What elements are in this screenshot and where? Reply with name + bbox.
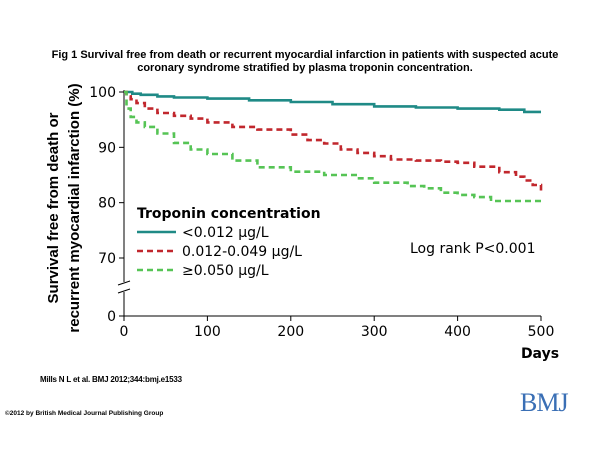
y-axis-label-group: Survival free from death or recurrent my… bbox=[45, 83, 83, 332]
x-tick-label: 400 bbox=[444, 324, 471, 340]
y-tick-label: 100 bbox=[89, 85, 116, 101]
axes: 0 70 80 90 100 0 100 200 300 400 500 bbox=[89, 85, 554, 340]
y-axis-label-line2: recurrent myocardial infarction (%) bbox=[66, 83, 83, 332]
y-tick-label: 0 bbox=[107, 309, 116, 325]
series-line-1 bbox=[124, 90, 541, 114]
log-rank-annotation: Log rank P<0.001 bbox=[410, 241, 535, 257]
legend-label-1: <0.012 μg/L bbox=[182, 225, 269, 241]
x-tick-label: 200 bbox=[277, 324, 304, 340]
x-axis-label: Days bbox=[521, 346, 559, 362]
legend-title: Troponin concentration bbox=[137, 206, 321, 222]
y-axis-break-mark bbox=[117, 288, 131, 294]
y-tick-label: 80 bbox=[98, 196, 116, 212]
x-tick-label: 500 bbox=[528, 324, 555, 340]
citation: Mills N L et al. BMJ 2012;344:bmj.e1533 bbox=[40, 375, 182, 384]
figure-title-line1: Fig 1 Survival free from death or recurr… bbox=[51, 49, 559, 61]
copyright: ©2012 by British Medical Journal Publish… bbox=[5, 410, 164, 417]
series-line-3 bbox=[124, 90, 543, 203]
y-axis-break-mark bbox=[117, 280, 131, 286]
legend-label-2: 0.012-0.049 μg/L bbox=[182, 244, 302, 260]
series-line-2 bbox=[124, 90, 543, 191]
x-tick-label: 100 bbox=[194, 324, 221, 340]
series-layer bbox=[124, 90, 543, 203]
figure-title: Fig 1 Survival free from death or recurr… bbox=[20, 49, 590, 75]
y-tick-label: 90 bbox=[98, 140, 116, 156]
x-tick-label: 0 bbox=[120, 324, 129, 340]
bmj-logo: BMJ bbox=[520, 388, 569, 417]
y-axis-label-line1: Survival free from death or bbox=[45, 112, 62, 303]
x-tick-label: 300 bbox=[361, 324, 388, 340]
y-tick-label: 70 bbox=[98, 251, 116, 267]
legend: Troponin concentration <0.012 μg/L 0.012-0… bbox=[137, 206, 321, 279]
figure-title-line2: coronary syndrome stratified by plasma t… bbox=[137, 62, 473, 74]
legend-label-3: ≥0.050 μg/L bbox=[182, 263, 269, 279]
